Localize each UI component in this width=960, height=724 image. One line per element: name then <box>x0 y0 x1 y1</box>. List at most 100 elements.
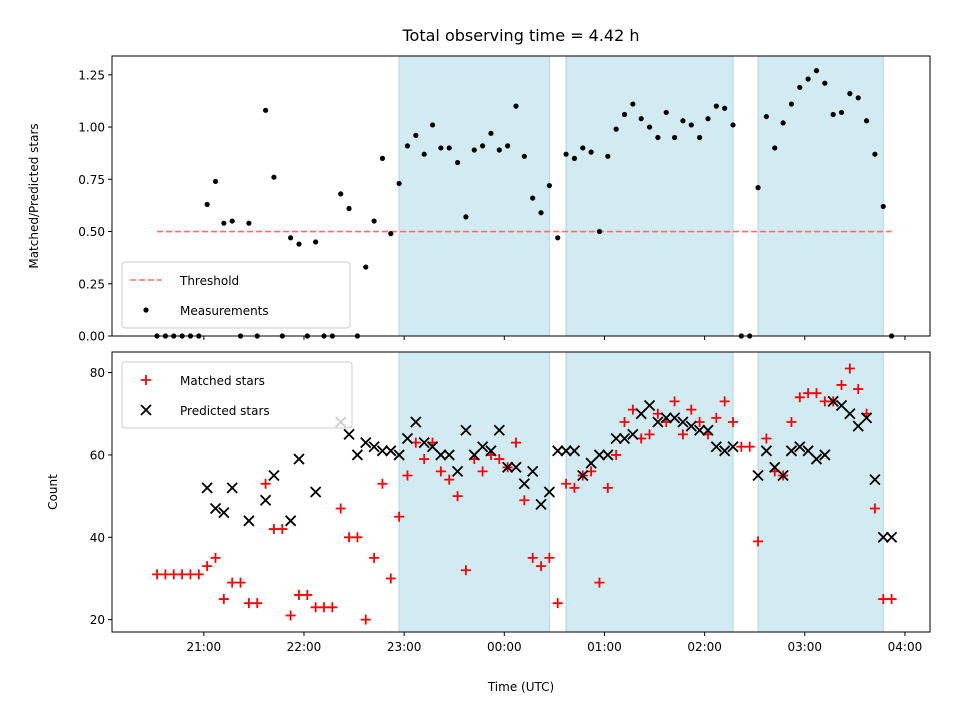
measurements-point <box>530 195 536 201</box>
measurements-point <box>722 105 728 111</box>
predicted-stars-point <box>443 449 455 461</box>
predicted-stars-point <box>493 424 505 436</box>
predicted-stars-point <box>760 445 773 457</box>
matched-stars-point <box>444 474 455 485</box>
predicted-stars-point <box>418 436 430 449</box>
shaded-interval-bottom-1 <box>565 351 734 633</box>
measurements-point <box>496 147 502 153</box>
matched-stars-point <box>402 470 413 481</box>
panel-bottom: 20 40 60 80 21:00 22:00 23:00 00:00 01:00 02:00 03… <box>90 351 931 654</box>
measurements-point <box>763 113 770 120</box>
measurements-point <box>446 145 452 151</box>
predicted-stars-point <box>710 441 722 453</box>
predicted-stars-point <box>435 449 447 461</box>
matched-stars-point <box>728 417 739 427</box>
matched-stars-point <box>527 552 538 563</box>
matched-stars-point <box>419 454 430 465</box>
x-tick-label: 00:00 <box>487 640 522 654</box>
legend-marker-matched-stars <box>141 375 151 385</box>
matched-stars-point <box>552 598 563 609</box>
measurements-point <box>688 122 694 128</box>
predicted-stars-point <box>226 482 238 494</box>
predicted-stars-point <box>209 502 222 515</box>
measurements-point <box>438 145 444 151</box>
legend-bottom: Matched stars Predicted stars <box>121 361 353 429</box>
measurements-point <box>772 145 778 151</box>
legend-label-matched-stars: Matched stars <box>180 374 265 388</box>
measurements-point <box>580 145 586 151</box>
predicted-stars-point <box>727 441 739 453</box>
predicted-stars-point <box>869 474 881 486</box>
x-tick-label: 01:00 <box>587 640 622 654</box>
matched-stars-point <box>761 433 772 444</box>
measurements-point <box>212 178 219 184</box>
measurements-point <box>229 218 235 224</box>
measurements-point <box>797 84 803 90</box>
matched-stars-point <box>310 602 321 613</box>
measurements-point <box>872 151 878 157</box>
matched-stars-point <box>686 404 697 415</box>
matched-stars-point <box>602 482 613 493</box>
measurements-point <box>830 111 836 118</box>
matched-stars-point <box>327 602 338 613</box>
measurements-point <box>371 218 377 224</box>
matched-stars-point <box>836 379 847 390</box>
matched-stars-point <box>319 602 330 613</box>
measurements-point <box>538 210 544 216</box>
predicted-stars-point <box>343 428 355 440</box>
predicted-stars-point <box>660 412 672 424</box>
matched-stars-point <box>644 429 655 440</box>
predicted-stars-point <box>643 399 656 412</box>
measurements-point <box>396 180 402 187</box>
predicted-stars-point <box>827 395 839 408</box>
measurements-point <box>404 143 411 149</box>
matched-stars-point <box>569 482 580 493</box>
measurements-point <box>471 147 477 153</box>
y-tick-label-top: 0.00 <box>78 330 105 344</box>
predicted-stars-point <box>719 445 731 457</box>
matched-stars-point <box>677 429 688 440</box>
measurements-point <box>463 214 469 220</box>
matched-stars-point <box>819 396 830 407</box>
measurements-point <box>563 151 569 157</box>
predicted-stars-point <box>560 445 572 457</box>
matched-stars-point <box>886 594 897 605</box>
measurements-point <box>454 159 461 166</box>
matched-stars-point <box>494 454 505 465</box>
matched-stars-point <box>753 536 764 547</box>
measurements-point <box>663 109 669 116</box>
matched-stars-point <box>869 503 880 514</box>
matched-stars-point <box>185 569 196 580</box>
predicted-stars-point <box>401 432 414 445</box>
matched-stars-point <box>510 437 521 448</box>
measurements-point <box>429 122 436 128</box>
matched-stars-point <box>669 396 680 407</box>
predicted-stars-point <box>794 441 806 453</box>
predicted-stars-point <box>268 469 280 482</box>
measurements-point <box>262 107 269 113</box>
matched-stars-point <box>811 388 822 399</box>
matched-stars-point <box>736 441 747 452</box>
y-tick-label-bottom: 80 <box>90 366 105 380</box>
predicted-stars-point <box>351 449 364 461</box>
shaded-interval-bottom-0 <box>398 351 550 633</box>
predicted-stars-point <box>810 453 823 465</box>
matched-stars-point <box>561 478 572 489</box>
matched-stars-point <box>360 614 371 625</box>
matched-stars-point <box>193 569 204 580</box>
matched-stars-point <box>268 524 279 535</box>
measurements-point <box>571 155 578 161</box>
matched-stars-point <box>202 561 213 572</box>
y-tick-label-top: 0.50 <box>78 225 105 239</box>
measurements-point <box>713 103 719 109</box>
measurements-point <box>813 68 820 74</box>
matched-stars-point <box>544 552 555 563</box>
measurements-point <box>379 155 386 161</box>
legend-box-bottom <box>121 361 353 429</box>
measurements-point <box>638 116 644 122</box>
predicted-stars-point <box>577 469 589 482</box>
predicted-stars-point <box>360 436 372 449</box>
measurements-point <box>847 91 853 97</box>
matched-stars-point <box>460 565 471 576</box>
